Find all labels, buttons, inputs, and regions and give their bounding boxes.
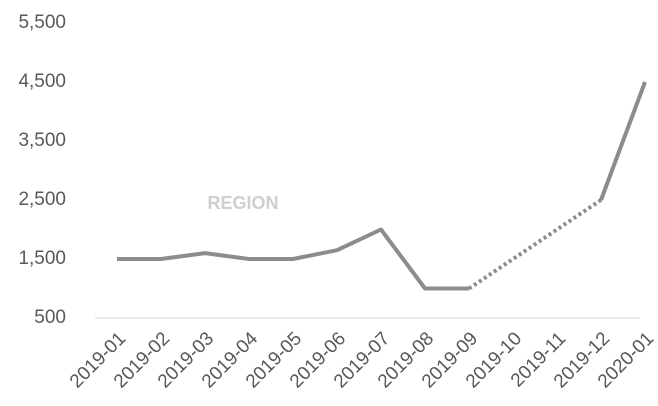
y-tick-label: 5,500 <box>18 12 66 33</box>
y-tick-label: 2,500 <box>18 189 66 210</box>
series-label: REGION <box>207 193 278 213</box>
y-tick-label: 1,500 <box>18 248 66 269</box>
y-tick-label: 3,500 <box>18 130 66 151</box>
gap-bridge <box>467 198 603 291</box>
series-line <box>117 227 469 291</box>
y-tick-label: 4,500 <box>18 71 66 92</box>
y-tick-label: 500 <box>34 307 66 328</box>
series-line <box>599 81 647 201</box>
